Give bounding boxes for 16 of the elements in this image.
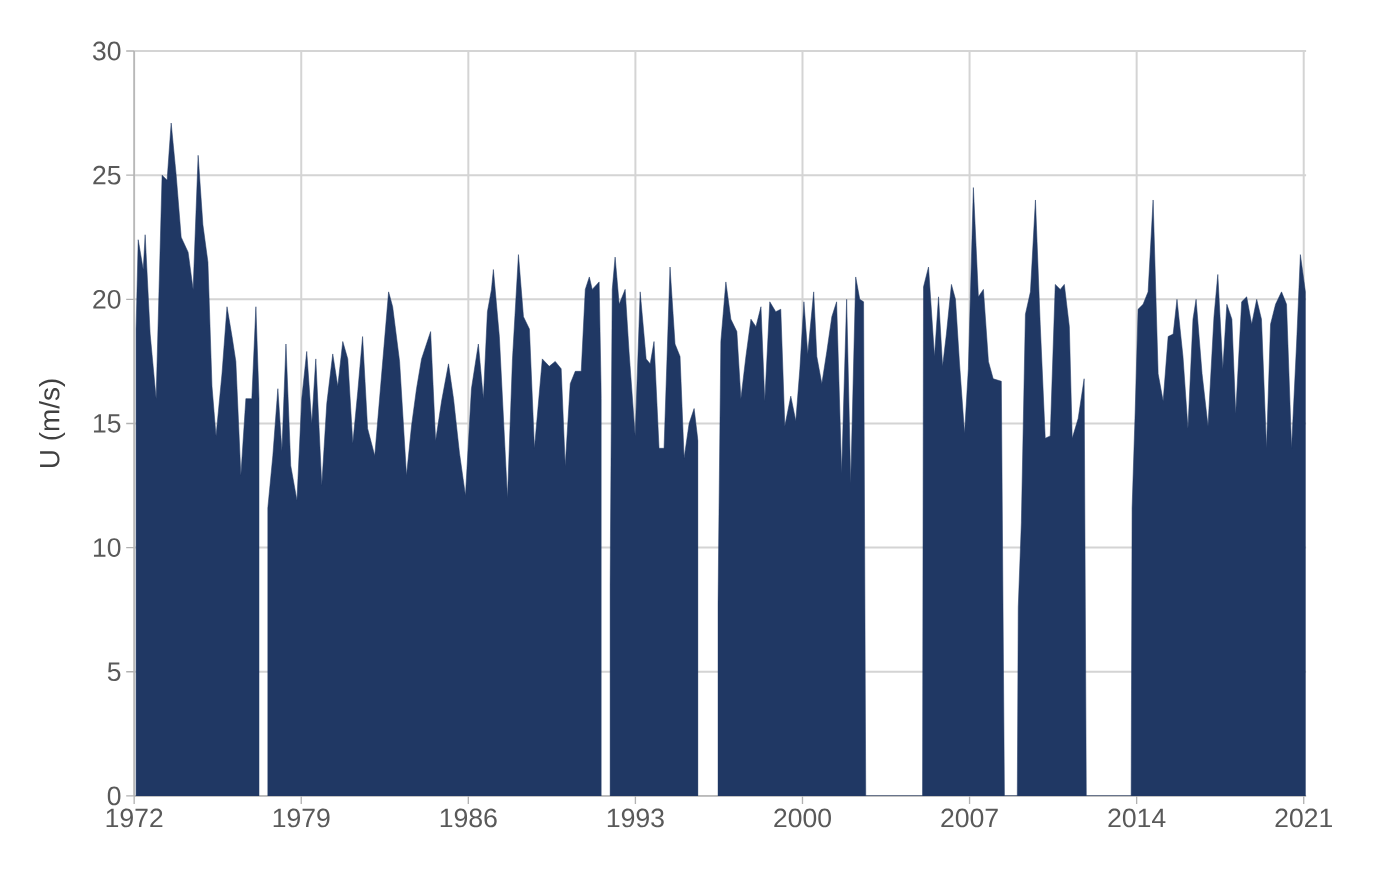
- x-tick-label: 2000: [774, 808, 831, 828]
- y-tick-label: 30: [92, 41, 121, 61]
- y-tick-label: 20: [93, 289, 121, 309]
- y-axis-title: U (m/s): [39, 379, 66, 467]
- x-tick-label: 2014: [1108, 808, 1166, 828]
- x-tick-label: 1993: [607, 808, 664, 828]
- y-tick-label: 25: [93, 165, 121, 185]
- y-tick-label: 0: [107, 786, 121, 806]
- y-tick-label: 10: [93, 538, 121, 557]
- x-tick-label: 2021: [1275, 808, 1332, 828]
- x-tick-label: 1986: [440, 808, 497, 828]
- x-tick-label: 2007: [941, 808, 998, 828]
- y-tick-label: 15: [93, 414, 121, 433]
- x-tick-label: 1972: [106, 808, 163, 828]
- x-tick-label: 1979: [273, 808, 330, 828]
- y-tick-label: 5: [107, 662, 121, 681]
